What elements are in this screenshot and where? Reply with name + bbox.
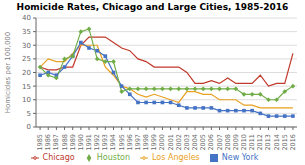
svg-text:1989: 1989 (69, 134, 77, 151)
svg-text:2002: 2002 (175, 134, 183, 151)
html-text:Chicago: Chicago (42, 153, 75, 162)
svg-text:1994: 1994 (109, 134, 117, 151)
svg-text:1987: 1987 (52, 134, 60, 151)
svg-text:2005: 2005 (199, 134, 207, 151)
svg-text:2006: 2006 (207, 134, 215, 151)
svg-text:1998: 1998 (142, 134, 150, 151)
svg-text:1993: 1993 (101, 134, 109, 151)
svg-text:1999: 1999 (150, 134, 158, 151)
html-text:Homicide Rates, Chicago and La: Homicide Rates, Chicago and Large Cities… (16, 2, 289, 12)
svg-text:1985: 1985 (36, 134, 44, 151)
svg-text:1988: 1988 (61, 134, 69, 151)
svg-text:35: 35 (22, 28, 31, 36)
svg-text:40: 40 (22, 14, 31, 22)
svg-text:1990: 1990 (77, 134, 85, 151)
svg-text:2014: 2014 (273, 134, 281, 151)
svg-text:1997: 1997 (134, 134, 142, 151)
svg-text:20: 20 (22, 69, 31, 77)
svg-text:1992: 1992 (93, 134, 101, 151)
svg-text:5: 5 (27, 110, 31, 118)
svg-text:2015: 2015 (281, 134, 289, 151)
svg-text:2009: 2009 (232, 134, 240, 151)
svg-text:2016: 2016 (289, 134, 297, 151)
svg-text:0: 0 (27, 123, 31, 131)
html-text:Los Angeles: Los Angeles (152, 153, 200, 162)
svg-text:2007: 2007 (216, 134, 224, 151)
svg-text:2011: 2011 (248, 134, 256, 151)
svg-text:1996: 1996 (126, 134, 134, 151)
svg-text:1986: 1986 (44, 134, 52, 151)
svg-text:2010: 2010 (240, 134, 248, 151)
svg-text:15: 15 (22, 83, 31, 91)
svg-text:2003: 2003 (183, 134, 191, 151)
svg-text:2004: 2004 (191, 134, 199, 151)
svg-text:1991: 1991 (85, 134, 93, 151)
svg-text:2000: 2000 (158, 134, 166, 151)
svg-text:25: 25 (22, 55, 31, 63)
svg-text:10: 10 (22, 96, 31, 104)
html-text:Houston: Houston (96, 153, 130, 162)
svg-text:2008: 2008 (224, 134, 232, 151)
svg-text:Homicides per 100,000: Homicides per 100,000 (4, 32, 12, 114)
html-text:New York: New York (221, 153, 259, 162)
svg-text:30: 30 (22, 42, 31, 50)
svg-text:2001: 2001 (167, 134, 175, 151)
svg-text:2012: 2012 (256, 134, 264, 151)
svg-text:2013: 2013 (264, 134, 272, 151)
svg-text:1995: 1995 (118, 134, 126, 151)
